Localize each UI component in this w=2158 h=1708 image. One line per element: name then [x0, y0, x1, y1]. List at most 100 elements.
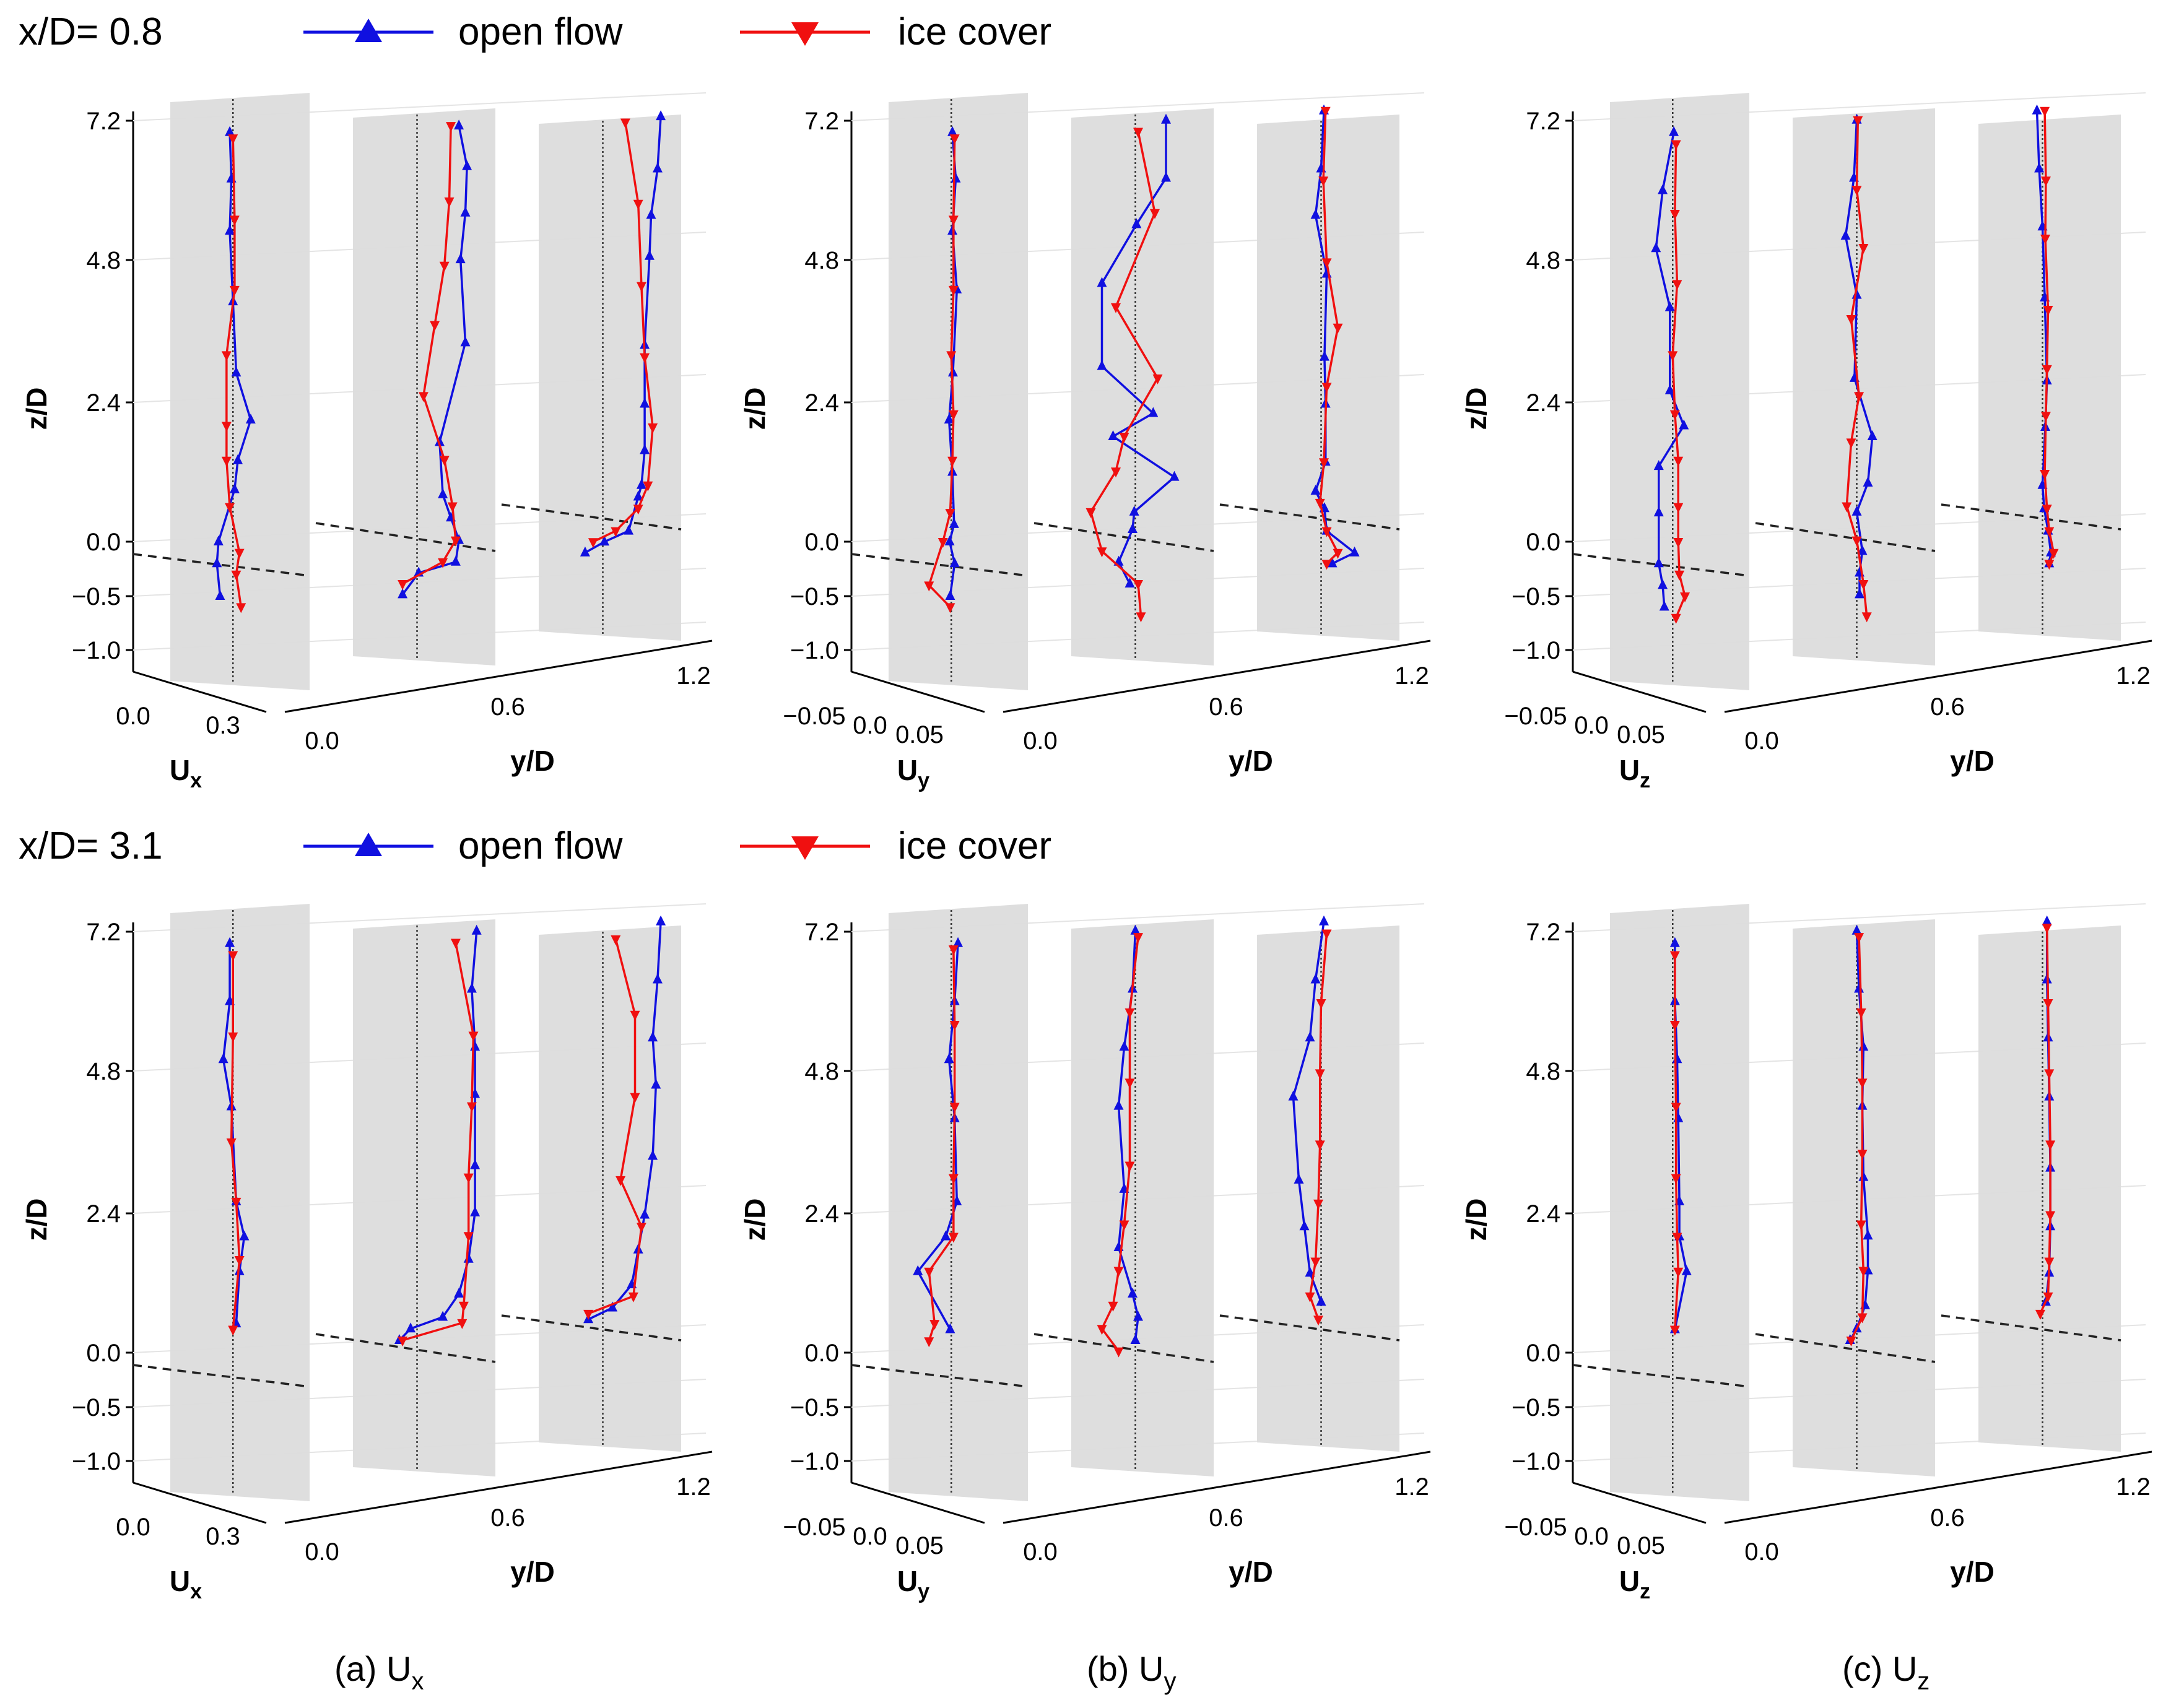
y-axis-label: y/D	[1950, 745, 1995, 777]
ice-cover-data-point	[1857, 1313, 1868, 1324]
ice-cover-data-point	[949, 1103, 960, 1113]
open-flow-data-point	[1133, 1311, 1143, 1321]
measurement-plane-1	[170, 93, 310, 690]
y-tick-label: 0.0	[305, 1538, 339, 1566]
open-flow-data-point	[1305, 1031, 1315, 1042]
ice-cover-data-point	[1333, 323, 1343, 334]
velocity-axis-line	[1572, 670, 1707, 713]
panel-Ux-row2: 7.24.82.40.0−0.5−1.0z/D0.0 0.3Ux0.00.61.2…	[20, 903, 713, 1603]
z-tick-label: 7.2	[86, 108, 121, 135]
ice-cover-data-point	[1133, 128, 1143, 138]
ice-cover-data-point	[2045, 1140, 2056, 1151]
ice-cover-data-point	[463, 1232, 474, 1242]
bed-dashed-line	[1941, 1314, 2121, 1342]
z-tick-label: −1.0	[72, 637, 121, 664]
ice-cover-data-point	[636, 282, 646, 292]
bed-dashed-line	[1219, 1314, 1400, 1342]
z-tick-label: 4.8	[86, 1058, 121, 1085]
ice-cover-data-point	[430, 321, 440, 331]
velocity-axis-label: Ux	[170, 1565, 202, 1603]
ice-cover-data-point	[1315, 1069, 1325, 1080]
y-axis-label: y/D	[510, 745, 555, 777]
open-flow-data-point	[1669, 126, 1679, 136]
caption-b: (b) Uy	[1087, 1649, 1176, 1695]
ice-cover-data-point	[1673, 538, 1684, 548]
open-flow-data-point	[245, 414, 256, 424]
open-flow-data-point	[1131, 218, 1142, 228]
open-flow-data-point	[1681, 1265, 1692, 1275]
ice-cover-data-point	[1668, 351, 1678, 362]
open-flow-data-point	[607, 1301, 618, 1312]
open-flow-data-point	[215, 590, 225, 600]
ice-cover-data-point	[234, 548, 245, 559]
ice-cover-data-point	[1133, 933, 1143, 943]
ice-cover-data-point	[1671, 1174, 1681, 1184]
ice-cover-data-point	[1672, 280, 1682, 290]
y-tick-label: 1.2	[1394, 662, 1429, 690]
open-flow-data-point	[1867, 430, 1877, 440]
open-flow-data-point	[945, 1323, 955, 1333]
velocity-tick-label: 0.0	[853, 1523, 887, 1550]
ice-cover-data-point	[938, 538, 948, 548]
ice-cover-data-point	[2045, 1211, 2056, 1221]
y-axis-line	[1724, 1450, 2152, 1524]
bed-dashed-line	[1033, 522, 1214, 552]
ice-cover-data-point	[1669, 210, 1680, 220]
open-flow-data-point	[470, 1159, 481, 1169]
open-flow-data-point	[949, 557, 960, 568]
z-tick-label: 2.4	[86, 389, 121, 417]
z-tick-label: 2.4	[804, 1200, 839, 1228]
open-flow-data-point	[2034, 162, 2045, 173]
open-flow-data-point	[652, 162, 663, 173]
velocity-tick-label: 0.05	[1617, 721, 1665, 748]
ice-cover-data-point	[221, 422, 232, 432]
z-tick-label: −0.5	[72, 583, 121, 610]
ice-cover-data-point	[1152, 374, 1163, 384]
ice-cover-data-point	[450, 939, 461, 949]
open-flow-data-point	[1653, 506, 1664, 517]
open-flow-profile-line	[401, 125, 468, 596]
ice-cover-data-point	[1319, 458, 1329, 469]
z-tick-label: 0.0	[804, 529, 839, 556]
z-tick-label: −0.5	[790, 1394, 839, 1421]
open-flow-data-point	[1327, 557, 1338, 568]
open-flow-profile-line	[585, 116, 662, 554]
ice-cover-data-point	[457, 1319, 468, 1329]
legend-open-flow-label: open flow	[458, 825, 623, 867]
z-tick-label: 7.2	[804, 108, 839, 135]
ice-cover-data-point	[1669, 1021, 1680, 1031]
ice-cover-data-point	[1861, 612, 1872, 623]
open-flow-data-point	[1319, 915, 1329, 926]
z-tick-label: 7.2	[86, 919, 121, 946]
open-flow-data-point	[1119, 1041, 1129, 1051]
ice-cover-data-point	[466, 1102, 477, 1112]
y-axis-line	[284, 1450, 713, 1524]
open-flow-data-point	[1169, 470, 1180, 481]
y-tick-label: 1.2	[1394, 1473, 1429, 1501]
ice-cover-data-point	[2043, 1292, 2053, 1303]
legend-bottom: open flow ice cover	[303, 825, 1051, 867]
ice-cover-data-point	[1857, 1150, 1868, 1160]
open-flow-data-point	[1128, 1288, 1138, 1298]
open-flow-data-point	[1855, 588, 1864, 599]
velocity-axis-label-sub: y	[918, 769, 929, 792]
z-tick-label: 2.4	[86, 1200, 121, 1228]
ice-cover-data-point	[948, 285, 959, 296]
ice-cover-data-point	[1313, 1316, 1323, 1326]
ice-cover-data-point	[221, 351, 232, 362]
open-flow-data-point	[947, 126, 958, 136]
ice-cover-data-point	[588, 538, 598, 548]
legend-open-flow-label: open flow	[458, 11, 623, 53]
open-flow-data-point	[944, 535, 955, 545]
ice-cover-profile-line	[1850, 937, 1865, 1341]
ice-cover-data-point	[1846, 315, 1856, 325]
z-axis-label: z/D	[1460, 1199, 1492, 1241]
open-flow-data-point	[636, 479, 646, 489]
ice-cover-data-point	[1673, 456, 1684, 467]
ice-cover-data-point	[1856, 1008, 1866, 1018]
ice-cover-data-point	[398, 580, 408, 590]
z-tick-label: 4.8	[86, 247, 121, 274]
ice-cover-data-point	[636, 1223, 646, 1233]
z-tick-label: 4.8	[1526, 1058, 1560, 1085]
open-flow-data-point	[1148, 407, 1159, 417]
